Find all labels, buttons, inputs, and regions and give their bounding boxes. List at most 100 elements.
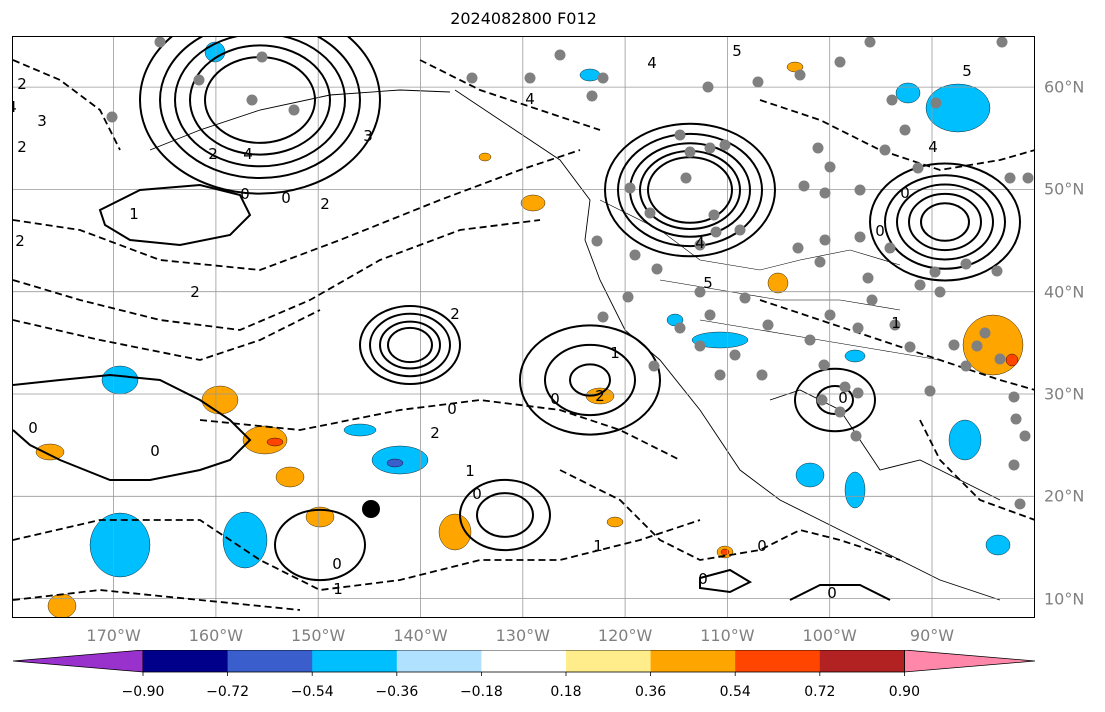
contour-label: 1 xyxy=(333,580,343,598)
contour-dashed xyxy=(13,219,541,331)
contour-label: 0 xyxy=(827,584,837,602)
station-dot xyxy=(756,369,768,381)
station-dot xyxy=(816,394,828,406)
colorbar-tick-label: 0.54 xyxy=(719,684,751,700)
lon-label: 130°W xyxy=(495,626,550,645)
lat-label: 30°N xyxy=(1044,384,1085,404)
contour-ring xyxy=(908,192,982,252)
station-dot xyxy=(702,81,714,93)
station-dot xyxy=(1019,430,1031,442)
contour-ring xyxy=(869,162,1021,282)
contour-label: 3 xyxy=(363,127,373,145)
anomaly-patch xyxy=(266,437,284,447)
lat-label: 60°N xyxy=(1044,77,1085,97)
contour-ring xyxy=(647,156,733,224)
station-dot xyxy=(1008,459,1020,471)
anomaly-patch xyxy=(786,61,804,73)
station-dot xyxy=(674,322,686,334)
colorbar-tick-label: 0.72 xyxy=(804,684,836,700)
contour-label: 2 xyxy=(17,138,27,156)
station-dot xyxy=(792,242,804,254)
contour-ring xyxy=(174,37,346,168)
station-dot xyxy=(804,334,816,346)
station-dot xyxy=(704,142,716,154)
contour-label: 2 xyxy=(208,145,218,163)
contour-label: 0 xyxy=(447,400,457,418)
station-dot xyxy=(884,242,896,254)
contour-label: 0 xyxy=(757,537,767,555)
station-dot xyxy=(154,37,166,48)
anomaly-patch xyxy=(606,516,624,528)
coastline xyxy=(149,89,1001,601)
station-dots xyxy=(106,37,1034,518)
station-dot xyxy=(862,272,874,284)
station-dot xyxy=(994,353,1006,365)
anomaly-patch xyxy=(948,419,982,461)
contour-label: 1 xyxy=(593,537,603,555)
contour-ring xyxy=(639,150,741,230)
colorbar-tick-label: −0.54 xyxy=(290,684,334,700)
contour-label: 1 xyxy=(465,462,475,480)
contour-label: 2 xyxy=(15,232,25,250)
contour-label: 2 xyxy=(450,305,460,323)
contour-label: 0 xyxy=(838,389,848,407)
lon-label: 150°W xyxy=(291,626,346,645)
anomaly-patch xyxy=(89,512,151,578)
colorbar-tick-label: 0.18 xyxy=(550,684,582,700)
station-dot xyxy=(624,182,636,194)
station-dot xyxy=(912,162,924,174)
map-panel: 2021021000000002212434454500451232411002 xyxy=(12,36,1035,618)
station-dot xyxy=(930,97,942,109)
contour-dashed xyxy=(759,99,1034,171)
station-dot xyxy=(622,291,634,303)
station-dot xyxy=(629,249,641,261)
contour-dashed xyxy=(559,469,901,561)
station-dot xyxy=(1008,391,1020,403)
map-canvas: 2021021000000002212434454500451232411002 xyxy=(13,37,1034,617)
station-dot xyxy=(193,74,205,86)
station-dot xyxy=(694,340,706,352)
contour-label: 4 xyxy=(647,54,657,72)
anomaly-patch xyxy=(795,462,825,488)
contour-ring xyxy=(459,478,551,552)
station-dot xyxy=(648,360,660,372)
station-dot xyxy=(798,180,810,192)
station-dot xyxy=(854,231,866,243)
anomaly-patch xyxy=(35,443,65,461)
station-dot xyxy=(591,235,603,247)
anomaly-patch xyxy=(47,593,77,617)
contour-label: 0 xyxy=(240,185,250,203)
contour-label: 0 xyxy=(550,390,560,408)
station-dot xyxy=(1014,498,1026,510)
contour-label: 5 xyxy=(703,274,713,292)
anomaly-patch xyxy=(478,152,492,162)
colorbar-swatch xyxy=(396,650,482,672)
anomaly-patch xyxy=(520,194,546,212)
anomaly-fills xyxy=(35,41,1024,617)
colorbar-tick-label: −0.36 xyxy=(375,684,419,700)
station-dot xyxy=(852,322,864,334)
contour-ring xyxy=(204,56,316,144)
contour-label: 0 xyxy=(332,555,342,573)
contour-ring xyxy=(544,343,636,417)
contour-labels: 2021021000000002212434454500451232411002 xyxy=(13,42,972,602)
contour-ring xyxy=(604,122,776,258)
station-dot xyxy=(866,294,878,306)
contour-dashed xyxy=(13,149,581,271)
colorbar-tick-label: 0.36 xyxy=(635,684,667,700)
station-dot xyxy=(708,209,720,221)
contour-label: 3 xyxy=(37,112,47,130)
station-dot xyxy=(854,184,866,196)
station-dot xyxy=(819,234,831,246)
contour-solid xyxy=(98,183,252,247)
contour-solid xyxy=(699,568,753,594)
contour-label: 5 xyxy=(732,42,742,60)
station-dot xyxy=(597,311,609,323)
station-dot xyxy=(256,51,268,63)
station-dot xyxy=(904,341,916,353)
contour-label: 4 xyxy=(13,98,17,116)
contour-label: 2 xyxy=(430,424,440,442)
colorbar-outline xyxy=(142,650,905,673)
station-dot xyxy=(852,387,864,399)
station-dot xyxy=(948,339,960,351)
